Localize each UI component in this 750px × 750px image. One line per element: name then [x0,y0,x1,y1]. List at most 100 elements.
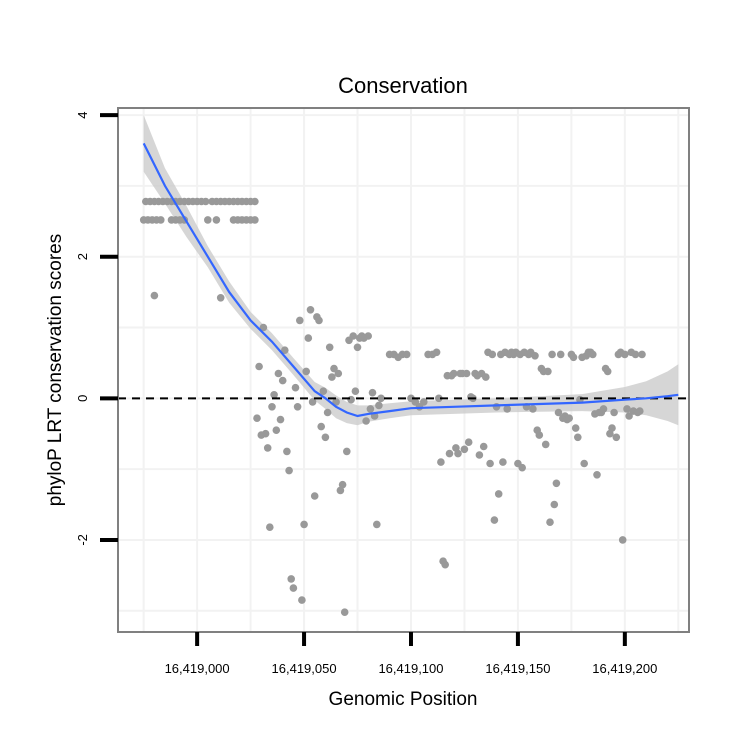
data-point [548,350,556,359]
data-point [291,383,300,392]
data-point [608,424,616,432]
data-point [593,471,601,479]
data-point [259,323,268,332]
data-point [531,352,539,360]
data-point [623,405,631,413]
data-point [270,391,278,399]
data-point [366,405,375,413]
data-points [139,197,646,616]
data-point [552,479,561,488]
data-point [445,449,454,458]
data-point [631,350,640,359]
data-point [625,412,633,420]
x-tick-label: 16,419,100 [378,661,443,676]
data-point [518,463,526,472]
data-point [285,466,293,475]
data-point [464,438,473,447]
data-point [300,520,308,529]
data-point [603,367,612,376]
data-point [334,369,343,378]
data-point [323,408,332,417]
data-point [343,447,351,456]
data-point [157,216,165,224]
data-point [546,518,554,526]
data-point [336,486,345,495]
data-point [529,405,537,413]
data-point [212,216,221,224]
data-point [488,350,497,359]
smooth-line [142,142,679,418]
grid-lines [118,108,689,632]
data-point [321,433,330,442]
data-point [306,306,315,314]
x-tick-label: 16,419,050 [272,661,337,676]
data-point [304,334,313,342]
data-point [255,362,263,371]
data-point [347,395,355,404]
data-point [610,408,618,417]
data-point [612,433,621,442]
x-axis-title: Genomic Position [329,689,478,710]
data-point [201,197,210,206]
data-point [296,316,304,325]
data-point [494,490,503,498]
data-point [272,426,281,435]
data-point [315,316,323,325]
data-point [293,403,302,411]
x-tick-label: 16,419,150 [485,661,550,676]
data-point [332,398,340,406]
data-point [364,332,373,340]
data-point [554,408,563,417]
data-point [589,350,597,359]
y-tick-label: 4 [75,111,90,118]
data-point [298,596,306,604]
data-point [490,516,499,524]
data-point [565,414,573,423]
data-point [274,369,283,378]
data-point [150,291,159,300]
data-point [287,575,296,583]
data-point [268,403,276,411]
data-point [349,332,358,340]
data-point [253,414,261,423]
data-point [462,369,471,378]
data-point [283,447,291,456]
data-point [452,444,460,452]
data-point [544,367,552,376]
data-point [535,431,544,439]
data-point [460,445,469,454]
data-point [251,216,259,224]
data-point [486,459,494,468]
data-point [402,350,411,359]
data-point [308,398,317,406]
data-point [373,520,381,529]
x-axis: 16,419,000 16,419,050 16,419,100 16,419,150… [165,632,657,676]
chart-title: Conservation [338,73,468,98]
data-point [636,407,644,415]
data-point [621,350,629,359]
data-point [432,348,441,357]
data-point [204,216,212,224]
data-point [499,458,507,466]
data-point [340,608,349,616]
data-point [317,422,326,431]
data-point [550,500,559,509]
data-point [435,394,443,403]
data-point [492,403,501,411]
data-point [362,417,370,425]
data-point [325,343,334,352]
data-point [319,387,328,396]
data-point [251,197,259,206]
data-point [310,492,319,500]
data-point [420,398,428,406]
data-point [281,346,289,355]
data-point [475,451,484,459]
data-point [276,415,285,424]
x-tick-label: 16,419,200 [592,661,657,676]
data-point [580,459,588,468]
data-point [330,364,338,373]
data-point [377,394,385,403]
data-point [618,536,627,544]
panel-border [117,107,690,633]
